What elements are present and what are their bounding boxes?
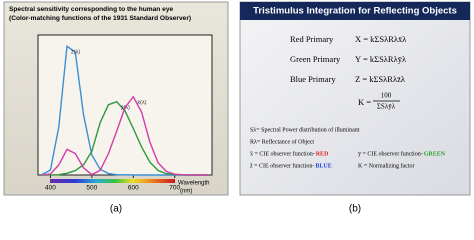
caption: (a) — [110, 204, 122, 215]
series-label: z̄(λ) — [71, 50, 80, 56]
x-axis-label: (nm) — [180, 189, 192, 195]
figure: Spectral sensitivity corresponding to th… — [3, 1, 471, 215]
plot-area — [37, 34, 213, 176]
formula: 100 — [381, 92, 392, 100]
definition: ȳ = CIE observer function- — [358, 150, 423, 157]
x-tick-label: 400 — [45, 185, 56, 192]
definition: Sλ= Spectral Power distribution of illum… — [250, 126, 360, 133]
formula: ΣSλȳλ — [377, 103, 396, 111]
definition: Rλ= Reflectance of Object — [250, 138, 314, 145]
definition: x̄ = CIE observer function- — [250, 150, 315, 157]
panel-b — [239, 1, 471, 196]
series-line — [42, 95, 208, 176]
formula: Y = kΣSλRλȳλ — [355, 54, 407, 64]
definition-highlight: RED — [316, 151, 329, 157]
caption: (b) — [349, 204, 361, 215]
slide-title-bar — [240, 2, 470, 20]
formula: Z = kΣSλRλz̄λ — [355, 74, 406, 84]
formula-label: Red Primary — [290, 34, 334, 44]
formula-label: Blue Primary — [290, 74, 336, 84]
definition-highlight: BLUE — [315, 163, 331, 169]
chart-subtitle: (Color-matching functions of the 1931 St… — [9, 15, 191, 22]
x-tick-label: 600 — [128, 185, 139, 192]
definition-highlight: GREEN — [424, 151, 446, 157]
formula-label: Green Primary — [290, 54, 341, 64]
slide-title: Tristimulus Integration for Reflecting O… — [253, 6, 457, 17]
formula: K = — [358, 97, 371, 107]
series-label: x̄(λ) — [137, 100, 146, 106]
definition: K = Normalizing factor — [358, 162, 415, 169]
definition: z̄ = CIE observer function- — [250, 162, 314, 169]
formula: X = kΣSλRλx̄λ — [355, 34, 407, 44]
x-axis-label: Wavelength — [178, 181, 209, 187]
x-tick-label: 700 — [169, 185, 180, 192]
chart-title: Spectral sensitivity corresponding to th… — [9, 6, 173, 13]
x-tick-label: 500 — [86, 185, 97, 192]
spectrum-strip — [50, 179, 175, 183]
